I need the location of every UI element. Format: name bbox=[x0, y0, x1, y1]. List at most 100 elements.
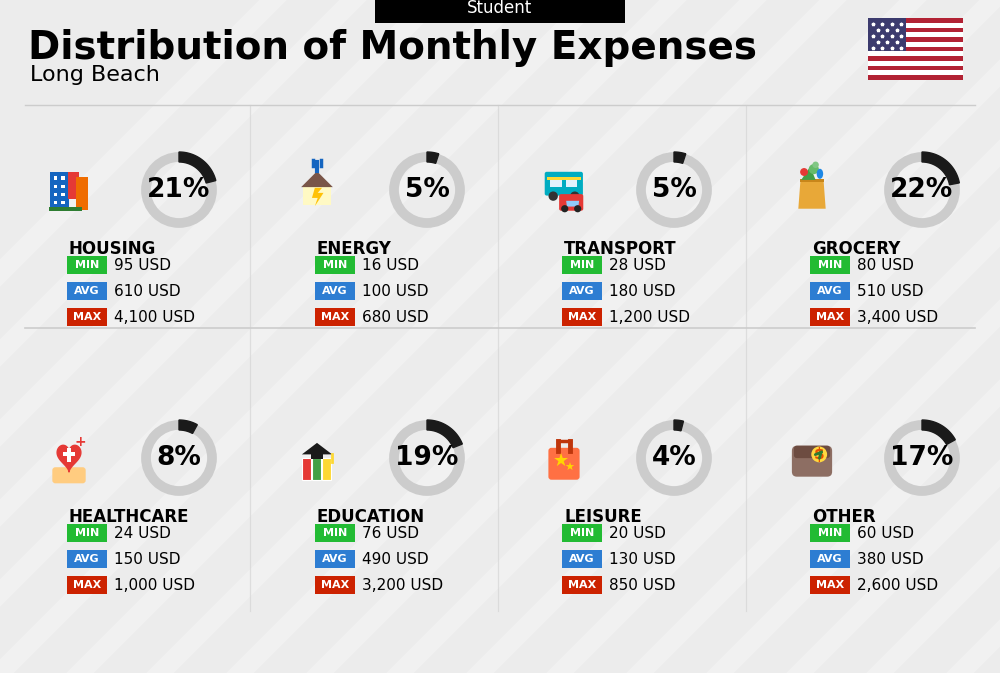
Text: 130 USD: 130 USD bbox=[609, 551, 676, 567]
Bar bbox=[61, 184, 65, 188]
Bar bbox=[67, 256, 107, 274]
Bar bbox=[562, 524, 602, 542]
Text: Long Beach: Long Beach bbox=[30, 65, 160, 85]
Text: AVG: AVG bbox=[322, 286, 348, 296]
Circle shape bbox=[811, 446, 827, 462]
Bar bbox=[67, 308, 107, 326]
Text: MIN: MIN bbox=[323, 528, 347, 538]
Text: GROCERY: GROCERY bbox=[812, 240, 900, 258]
Bar bbox=[68, 172, 79, 199]
Text: 76 USD: 76 USD bbox=[362, 526, 419, 540]
Bar bbox=[810, 256, 850, 274]
Bar bbox=[562, 576, 602, 594]
Bar bbox=[868, 42, 963, 46]
Text: MAX: MAX bbox=[321, 312, 349, 322]
Text: 24 USD: 24 USD bbox=[114, 526, 171, 540]
Text: MAX: MAX bbox=[321, 580, 349, 590]
FancyBboxPatch shape bbox=[794, 446, 830, 458]
Bar bbox=[67, 576, 107, 594]
Bar bbox=[315, 576, 355, 594]
Circle shape bbox=[574, 205, 581, 212]
Bar bbox=[322, 458, 331, 481]
Text: 17%: 17% bbox=[890, 445, 954, 471]
Bar bbox=[810, 576, 850, 594]
Ellipse shape bbox=[812, 162, 819, 168]
Polygon shape bbox=[801, 167, 816, 180]
Text: TRANSPORT: TRANSPORT bbox=[564, 240, 677, 258]
Polygon shape bbox=[922, 152, 959, 185]
Bar bbox=[550, 180, 562, 187]
Text: MIN: MIN bbox=[570, 260, 594, 270]
Bar bbox=[562, 308, 602, 326]
Bar bbox=[868, 18, 906, 51]
Text: MIN: MIN bbox=[75, 528, 99, 538]
Text: 850 USD: 850 USD bbox=[609, 577, 676, 592]
Circle shape bbox=[570, 191, 579, 201]
Polygon shape bbox=[798, 180, 826, 209]
Text: MIN: MIN bbox=[570, 528, 594, 538]
Polygon shape bbox=[427, 152, 439, 164]
Bar bbox=[562, 282, 602, 300]
FancyBboxPatch shape bbox=[545, 172, 583, 196]
Text: AVG: AVG bbox=[74, 554, 100, 564]
Text: MIN: MIN bbox=[75, 260, 99, 270]
Text: MIN: MIN bbox=[323, 260, 347, 270]
Text: Student: Student bbox=[467, 0, 533, 17]
Text: 95 USD: 95 USD bbox=[114, 258, 171, 273]
Bar bbox=[54, 176, 57, 180]
Polygon shape bbox=[179, 152, 216, 183]
Polygon shape bbox=[922, 420, 955, 444]
Bar bbox=[547, 177, 581, 180]
Bar bbox=[311, 454, 323, 459]
Text: MAX: MAX bbox=[568, 580, 596, 590]
Bar bbox=[76, 178, 88, 210]
FancyBboxPatch shape bbox=[52, 467, 86, 483]
Text: ★: ★ bbox=[564, 463, 574, 473]
Text: 680 USD: 680 USD bbox=[362, 310, 429, 324]
Text: MAX: MAX bbox=[816, 580, 844, 590]
Text: 4%: 4% bbox=[652, 445, 696, 471]
Text: 20 USD: 20 USD bbox=[609, 526, 666, 540]
Bar bbox=[54, 193, 57, 196]
Bar bbox=[67, 282, 107, 300]
Polygon shape bbox=[179, 420, 197, 433]
Text: 4,100 USD: 4,100 USD bbox=[114, 310, 195, 324]
Text: EDUCATION: EDUCATION bbox=[317, 508, 425, 526]
Bar bbox=[810, 524, 850, 542]
Polygon shape bbox=[427, 420, 462, 448]
Bar bbox=[868, 37, 963, 42]
Bar bbox=[54, 184, 57, 188]
Circle shape bbox=[549, 191, 558, 201]
FancyBboxPatch shape bbox=[792, 446, 832, 476]
Text: AVG: AVG bbox=[322, 554, 348, 564]
Text: MAX: MAX bbox=[73, 312, 101, 322]
Text: MAX: MAX bbox=[568, 312, 596, 322]
Bar bbox=[868, 66, 963, 71]
Text: 2,600 USD: 2,600 USD bbox=[857, 577, 938, 592]
Bar bbox=[67, 524, 107, 542]
FancyBboxPatch shape bbox=[548, 448, 580, 480]
Bar bbox=[312, 458, 321, 481]
Polygon shape bbox=[312, 188, 323, 206]
Bar bbox=[63, 452, 75, 456]
Bar bbox=[810, 550, 850, 568]
Text: MAX: MAX bbox=[73, 580, 101, 590]
Text: Distribution of Monthly Expenses: Distribution of Monthly Expenses bbox=[28, 29, 757, 67]
Bar bbox=[49, 207, 82, 211]
Text: 60 USD: 60 USD bbox=[857, 526, 914, 540]
Text: 150 USD: 150 USD bbox=[114, 551, 180, 567]
Text: OTHER: OTHER bbox=[812, 508, 876, 526]
Bar bbox=[868, 61, 963, 66]
Bar bbox=[800, 179, 824, 182]
Text: 180 USD: 180 USD bbox=[609, 283, 676, 299]
Text: 490 USD: 490 USD bbox=[362, 551, 429, 567]
Text: 510 USD: 510 USD bbox=[857, 283, 924, 299]
Ellipse shape bbox=[809, 164, 819, 174]
Bar bbox=[868, 75, 963, 80]
Bar bbox=[67, 448, 71, 462]
Text: 28 USD: 28 USD bbox=[609, 258, 666, 273]
Bar bbox=[562, 256, 602, 274]
Bar bbox=[54, 201, 57, 205]
Text: 80 USD: 80 USD bbox=[857, 258, 914, 273]
Bar bbox=[868, 18, 963, 23]
